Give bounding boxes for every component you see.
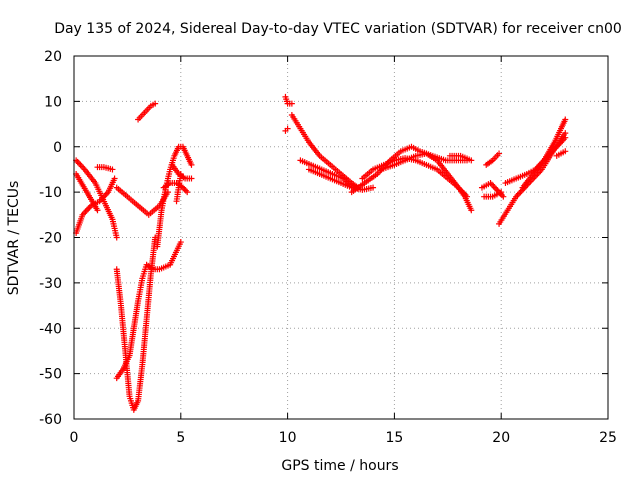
x-tick-label: 0 xyxy=(70,430,79,446)
y-axis-label: SDTVAR / TECUs xyxy=(6,181,22,296)
chart-title: Day 135 of 2024, Sidereal Day-to-day VTE… xyxy=(54,21,622,37)
data-points xyxy=(73,93,569,413)
series-track-4 xyxy=(94,164,116,173)
series-track-7 xyxy=(113,239,184,382)
data-point xyxy=(500,193,507,200)
y-tick-label: 20 xyxy=(44,49,62,65)
data-point xyxy=(94,207,101,214)
data-point xyxy=(370,184,377,191)
series-track-1 xyxy=(73,157,120,241)
data-point xyxy=(562,134,569,141)
data-point xyxy=(177,170,184,177)
data-point xyxy=(109,166,116,173)
series-track-22 xyxy=(483,150,503,168)
data-point xyxy=(111,175,118,182)
data-point xyxy=(113,234,120,241)
x-tick-label: 25 xyxy=(599,430,617,446)
series-track-3 xyxy=(73,170,101,214)
x-tick-label: 10 xyxy=(279,430,297,446)
data-point xyxy=(468,157,475,164)
data-point xyxy=(496,150,503,157)
y-tick-label: -40 xyxy=(39,321,62,337)
series-track-24 xyxy=(481,189,505,200)
y-tick-label: 10 xyxy=(44,94,62,110)
data-point xyxy=(152,100,159,107)
data-point xyxy=(288,100,295,107)
series-track-16 xyxy=(297,157,357,191)
y-tick-label: -30 xyxy=(39,276,62,292)
data-point xyxy=(177,239,184,246)
y-tick-label: 0 xyxy=(53,140,62,156)
data-point xyxy=(188,161,195,168)
series-track-20 xyxy=(378,150,471,200)
data-point xyxy=(562,148,569,155)
y-tick-label: -10 xyxy=(39,185,62,201)
data-point xyxy=(184,189,191,196)
data-point xyxy=(284,125,291,132)
series-track-2 xyxy=(73,175,118,236)
data-point xyxy=(498,189,505,196)
series-track-5 xyxy=(113,184,171,218)
series-track-27 xyxy=(519,116,569,191)
axis-ticks: 0 5 10 15 20 25 -60 -50 -40 -30 -20 -10 0 10 20 xyxy=(39,49,617,446)
series-track-13 xyxy=(282,93,295,107)
series-track-28 xyxy=(553,148,569,159)
x-tick-label: 15 xyxy=(385,430,403,446)
y-tick-label: -60 xyxy=(39,412,62,428)
x-tick-label: 20 xyxy=(492,430,510,446)
data-point xyxy=(464,193,471,200)
x-axis-label: GPS time / hours xyxy=(281,458,398,474)
series-track-17 xyxy=(305,166,377,193)
y-tick-label: -50 xyxy=(39,367,62,383)
series-track-15 xyxy=(288,111,362,191)
y-tick-label: -20 xyxy=(39,231,62,247)
series-track-11 xyxy=(173,170,184,205)
series-track-14 xyxy=(282,125,291,134)
x-tick-label: 5 xyxy=(176,430,185,446)
series-track-12 xyxy=(135,100,159,123)
data-point xyxy=(188,175,195,182)
data-point xyxy=(468,207,475,214)
series-track-21 xyxy=(446,152,475,164)
data-point xyxy=(562,116,569,123)
